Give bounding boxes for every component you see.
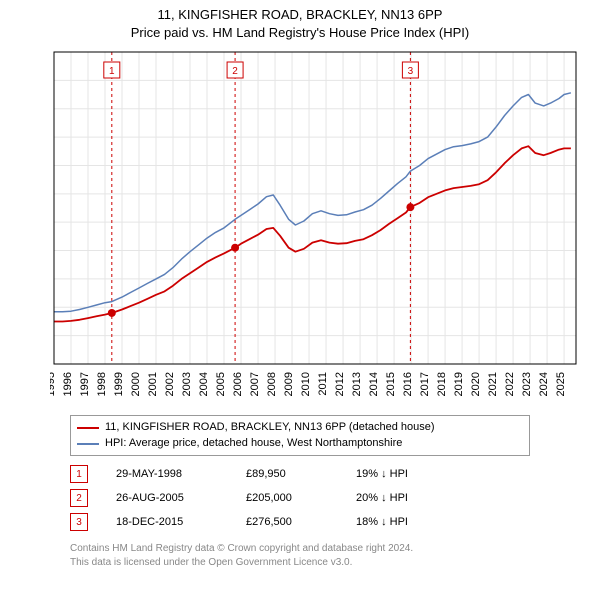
svg-text:2011: 2011 [317,372,329,396]
event-delta-2: 20% ↓ HPI [356,492,476,504]
svg-text:2013: 2013 [351,372,363,396]
chart-svg: £0£50K£100K£150K£200K£250K£300K£350K£400… [50,48,580,408]
svg-text:2012: 2012 [334,372,346,396]
footer-line-2: This data is licensed under the Open Gov… [70,556,413,570]
svg-text:2006: 2006 [232,372,244,396]
event-date-2: 26-AUG-2005 [116,492,246,504]
title-block: 11, KINGFISHER ROAD, BRACKLEY, NN13 6PP … [0,0,600,41]
svg-text:2010: 2010 [300,372,312,396]
svg-text:1999: 1999 [113,372,125,396]
event-price-3: £276,500 [246,516,356,528]
event-delta-3: 18% ↓ HPI [356,516,476,528]
svg-text:2: 2 [232,66,238,77]
event-date-1: 29-MAY-1998 [116,468,246,480]
legend-label-hpi: HPI: Average price, detached house, West… [105,436,402,452]
event-row-1: 1 29-MAY-1998 £89,950 19% ↓ HPI [70,462,476,486]
svg-text:1997: 1997 [79,372,91,396]
svg-text:3: 3 [408,66,414,77]
svg-text:2018: 2018 [436,372,448,396]
svg-text:2017: 2017 [419,372,431,396]
svg-text:1: 1 [109,66,115,77]
event-price-1: £89,950 [246,468,356,480]
svg-text:2002: 2002 [164,372,176,396]
svg-text:2016: 2016 [402,372,414,396]
svg-text:2024: 2024 [538,372,550,396]
event-price-2: £205,000 [246,492,356,504]
event-table: 1 29-MAY-1998 £89,950 19% ↓ HPI 2 26-AUG… [70,462,476,534]
legend-swatch-hpi [77,443,99,445]
chart-area: £0£50K£100K£150K£200K£250K£300K£350K£400… [50,48,580,368]
title-line-2: Price paid vs. HM Land Registry's House … [0,24,600,42]
svg-text:2004: 2004 [198,372,210,396]
svg-text:2015: 2015 [385,372,397,396]
event-box-3: 3 [70,513,88,531]
svg-text:2003: 2003 [181,372,193,396]
event-delta-1: 19% ↓ HPI [356,468,476,480]
svg-text:2008: 2008 [266,372,278,396]
svg-text:1995: 1995 [50,372,57,396]
svg-text:1998: 1998 [96,372,108,396]
footer: Contains HM Land Registry data © Crown c… [70,542,413,569]
legend-label-property: 11, KINGFISHER ROAD, BRACKLEY, NN13 6PP … [105,420,435,436]
event-box-2: 2 [70,489,88,507]
svg-text:2000: 2000 [130,372,142,396]
svg-text:2022: 2022 [504,372,516,396]
svg-text:2019: 2019 [453,372,465,396]
figure-root: 11, KINGFISHER ROAD, BRACKLEY, NN13 6PP … [0,0,600,590]
svg-text:1996: 1996 [62,372,74,396]
svg-text:2025: 2025 [555,372,567,396]
legend-swatch-property [77,427,99,429]
title-line-1: 11, KINGFISHER ROAD, BRACKLEY, NN13 6PP [0,6,600,24]
svg-text:2023: 2023 [521,372,533,396]
event-row-3: 3 18-DEC-2015 £276,500 18% ↓ HPI [70,510,476,534]
svg-text:2014: 2014 [368,372,380,396]
event-date-3: 18-DEC-2015 [116,516,246,528]
svg-text:2001: 2001 [147,372,159,396]
svg-text:2005: 2005 [215,372,227,396]
legend-row-property: 11, KINGFISHER ROAD, BRACKLEY, NN13 6PP … [77,420,523,436]
legend-box: 11, KINGFISHER ROAD, BRACKLEY, NN13 6PP … [70,415,530,456]
event-row-2: 2 26-AUG-2005 £205,000 20% ↓ HPI [70,486,476,510]
footer-line-1: Contains HM Land Registry data © Crown c… [70,542,413,556]
svg-text:2009: 2009 [283,372,295,396]
svg-text:2007: 2007 [249,372,261,396]
svg-text:2021: 2021 [487,372,499,396]
svg-text:2020: 2020 [470,372,482,396]
event-box-1: 1 [70,465,88,483]
legend-row-hpi: HPI: Average price, detached house, West… [77,436,523,452]
